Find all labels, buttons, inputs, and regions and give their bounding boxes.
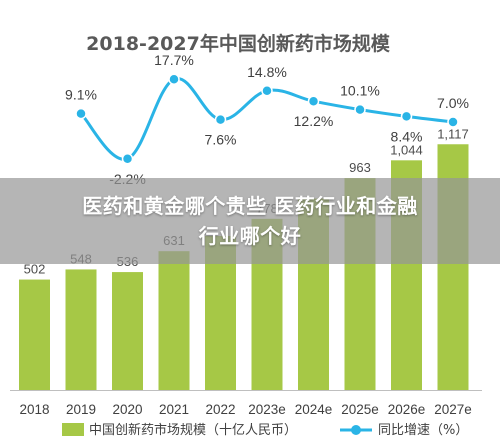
growth-label-2023e: 14.8% bbox=[247, 64, 287, 80]
growth-point-2019 bbox=[75, 107, 87, 120]
growth-label-2024e: 12.2% bbox=[294, 113, 334, 129]
legend-swatch-bar bbox=[62, 423, 84, 436]
x-tick-2027e: 2027e bbox=[434, 402, 472, 417]
bar-2020 bbox=[112, 272, 143, 390]
bar-label-2018: 502 bbox=[24, 262, 46, 277]
bar-label-2027e: 1,117 bbox=[437, 126, 469, 141]
bar-2021 bbox=[158, 251, 190, 390]
x-tick-2019: 2019 bbox=[66, 402, 96, 417]
line-layer: 9.1%-2.2%17.7%7.6%14.8%12.2%10.1%8.4%7.0… bbox=[65, 52, 469, 187]
overlay-line-1: 医药和黄金哪个贵些 医药行业和金融 bbox=[82, 194, 418, 218]
growth-label-2022: 7.6% bbox=[205, 132, 237, 148]
growth-point-2021 bbox=[168, 73, 180, 85]
chart-title: 2018-2027年中国创新药市场规模 bbox=[86, 32, 391, 55]
growth-point-2022 bbox=[214, 113, 227, 126]
bar-2018 bbox=[19, 279, 50, 390]
growth-label-2021: 17.7% bbox=[154, 52, 194, 68]
x-tick-2021: 2021 bbox=[159, 402, 189, 417]
growth-line bbox=[79, 77, 454, 161]
legend-label-bar: 中国创新药市场规模（十亿人民币） bbox=[89, 422, 297, 438]
legend: 中国创新药市场规模（十亿人民币） 同比增速（%） bbox=[62, 422, 468, 438]
bar-2019 bbox=[65, 269, 97, 390]
bar-label-2026e: 1,044 bbox=[390, 142, 423, 157]
x-tick-2025e: 2025e bbox=[341, 402, 379, 417]
growth-point-2020 bbox=[121, 153, 134, 165]
legend-marker-line bbox=[351, 425, 361, 435]
x-tick-2024e: 2024e bbox=[295, 402, 333, 417]
x-tick-2023e: 2023e bbox=[248, 402, 286, 417]
x-tick-2026e: 2026e bbox=[388, 402, 426, 417]
overlay-banner: 医药和黄金哪个贵些 医药行业和金融 行业哪个好 bbox=[0, 178, 500, 264]
x-tick-2018: 2018 bbox=[19, 402, 49, 417]
growth-label-2019: 9.1% bbox=[65, 87, 97, 103]
x-tick-2022: 2022 bbox=[205, 402, 235, 417]
x-axis: 2018 2019 2020 2021 2022 2023e 2024e 2025e 2026e… bbox=[10, 390, 482, 417]
overlay-line-2: 行业哪个好 bbox=[198, 224, 302, 248]
growth-point-2024e bbox=[307, 95, 320, 107]
growth-label-2027e: 7.0% bbox=[437, 95, 469, 111]
bar-label-2025e: 963 bbox=[349, 160, 371, 175]
growth-point-2027e bbox=[447, 116, 459, 128]
x-tick-2020: 2020 bbox=[112, 402, 142, 417]
legend-label-line: 同比增速（%） bbox=[378, 423, 468, 438]
growth-point-2023e bbox=[261, 85, 273, 97]
growth-point-2026e bbox=[400, 110, 413, 123]
growth-label-2026e: 8.4% bbox=[391, 128, 423, 144]
growth-point-2025e bbox=[354, 103, 366, 116]
growth-label-2025e: 10.1% bbox=[340, 83, 380, 99]
